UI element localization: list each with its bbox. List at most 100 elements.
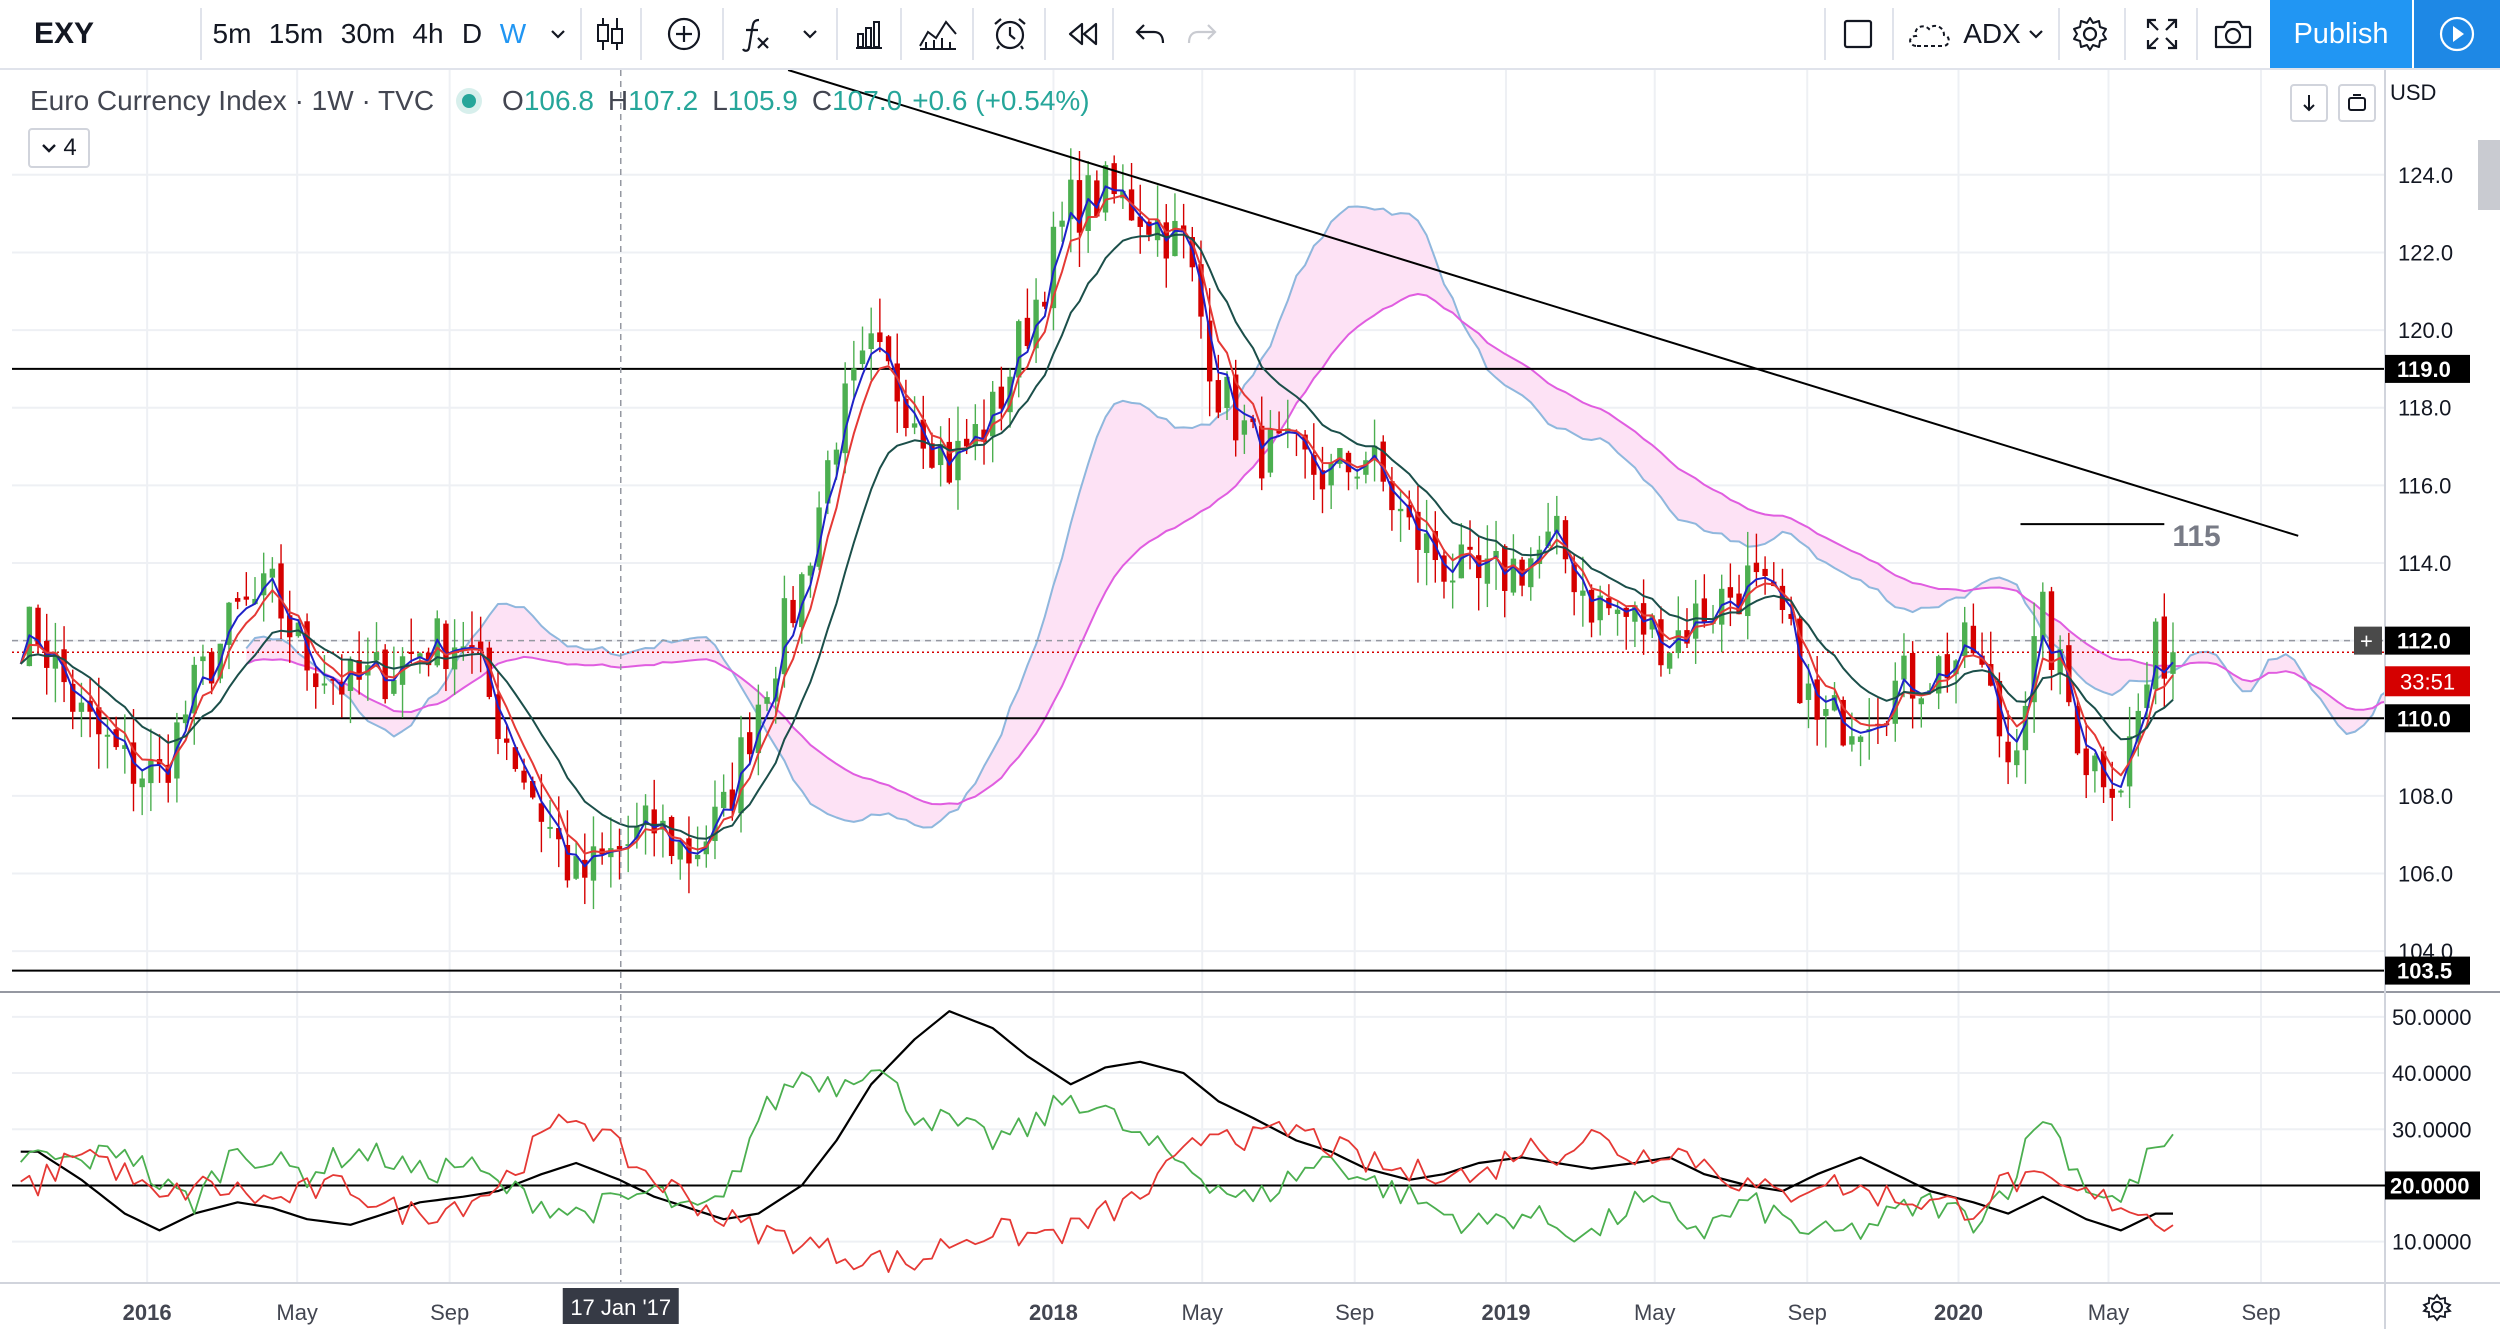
gear-icon[interactable] bbox=[2064, 0, 2116, 68]
candle-down bbox=[1441, 555, 1447, 582]
candle-up bbox=[1857, 736, 1864, 742]
undo-icon[interactable] bbox=[1128, 0, 1172, 68]
toolbar-divider bbox=[1824, 8, 1826, 60]
alarm-clock-icon[interactable] bbox=[986, 0, 1034, 68]
chevron-down-icon[interactable] bbox=[540, 0, 576, 68]
fullscreen-icon[interactable] bbox=[2136, 0, 2188, 68]
candle-down bbox=[1640, 603, 1647, 635]
candle-up bbox=[773, 678, 779, 702]
ichimoku-leading-span-a bbox=[245, 205, 2385, 829]
replay-icon[interactable] bbox=[1060, 0, 1104, 68]
candle-up bbox=[1675, 630, 1681, 654]
candle-down bbox=[2161, 616, 2168, 679]
publish-button[interactable]: Publish bbox=[2270, 0, 2412, 68]
interval-30m[interactable]: 30m bbox=[340, 18, 396, 49]
candle-up bbox=[347, 660, 354, 691]
adx-series-line bbox=[20, 1010, 2173, 1232]
candle-up bbox=[200, 656, 206, 662]
candle-up bbox=[990, 391, 996, 437]
candle-up bbox=[1033, 299, 1039, 349]
candle-down bbox=[1562, 520, 1569, 560]
compare-add-icon[interactable] bbox=[660, 0, 708, 68]
candle-down bbox=[998, 386, 1005, 409]
high-value: 107.2 bbox=[628, 85, 699, 116]
candle-down bbox=[963, 438, 970, 447]
interval-4h[interactable]: 4h bbox=[412, 18, 444, 49]
candle-up bbox=[1805, 683, 1812, 700]
candle-up bbox=[1510, 558, 1517, 593]
indicator-name-label[interactable]: ADX bbox=[1963, 18, 2021, 49]
crosshair-date-badge bbox=[562, 1288, 679, 1324]
price-axis-tick-label: 118.0 bbox=[2398, 396, 2451, 421]
time-axis-tick-label: Sep bbox=[1335, 1300, 1374, 1325]
candle-down bbox=[330, 678, 336, 681]
toolbar-divider bbox=[972, 8, 974, 60]
interval-5m[interactable]: 5m bbox=[212, 18, 252, 49]
candle-down bbox=[1024, 317, 1031, 347]
candle-down bbox=[564, 844, 571, 881]
price-chart[interactable]: 115104.0106.0108.0110.0112.0114.0116.011… bbox=[0, 70, 2500, 1329]
market-status-icon bbox=[462, 94, 477, 108]
candle-up bbox=[1059, 220, 1065, 227]
cloud-layout-icon[interactable] bbox=[1900, 0, 1958, 68]
legend-title[interactable]: Euro Currency Index · 1W · TVC bbox=[30, 85, 435, 116]
indicators-collapse-button[interactable]: 4 bbox=[28, 128, 90, 168]
symbol-search-button[interactable]: EXY bbox=[34, 17, 95, 50]
candle-down bbox=[1944, 654, 1951, 679]
candle-down bbox=[495, 694, 501, 740]
candle-up bbox=[260, 573, 267, 596]
candle-up bbox=[1484, 558, 1491, 584]
candle-down bbox=[1814, 679, 1820, 720]
candle-down bbox=[885, 336, 892, 362]
candle-up bbox=[1580, 590, 1586, 596]
candles-icon[interactable] bbox=[586, 0, 634, 68]
candle-up bbox=[642, 805, 649, 825]
candle-up bbox=[148, 760, 154, 784]
candle-up bbox=[859, 350, 866, 365]
candle-down bbox=[1970, 625, 1977, 654]
chevron-down-icon[interactable] bbox=[2020, 0, 2052, 68]
candle-down bbox=[443, 623, 449, 670]
indicators-icon[interactable] bbox=[736, 0, 776, 68]
trendline bbox=[787, 70, 2299, 537]
candle-up bbox=[1267, 428, 1274, 473]
price-axis-tick-label: 122.0 bbox=[2398, 240, 2453, 265]
candle-up bbox=[1085, 175, 1091, 231]
chevron-down-icon[interactable] bbox=[792, 0, 828, 68]
candle-down bbox=[382, 649, 388, 700]
time-axis-tick-label: 2019 bbox=[1481, 1300, 1530, 1325]
interval-w[interactable]: W bbox=[499, 18, 527, 49]
templates-icon[interactable] bbox=[914, 0, 962, 68]
camera-icon[interactable] bbox=[2208, 0, 2258, 68]
financials-icon[interactable] bbox=[846, 0, 890, 68]
toolbar-divider bbox=[722, 8, 724, 60]
arrow-down-icon[interactable] bbox=[2290, 84, 2328, 122]
candle-down bbox=[1094, 180, 1100, 217]
adx-reference-label: 20.0000 bbox=[2390, 1173, 2470, 1198]
rectangle-icon[interactable] bbox=[1834, 0, 1882, 68]
candle-up bbox=[52, 652, 59, 669]
time-axis-tick-label: Sep bbox=[1788, 1300, 1827, 1325]
candle-up bbox=[2040, 591, 2046, 642]
candle-up bbox=[868, 333, 874, 350]
ema-slow-line bbox=[20, 232, 2174, 840]
currency-label[interactable]: USD bbox=[2390, 80, 2437, 105]
candle-down bbox=[790, 599, 796, 624]
candle-up bbox=[295, 622, 302, 637]
candle-up bbox=[1337, 448, 1343, 464]
candle-up bbox=[634, 826, 640, 839]
maximize-pane-icon[interactable] bbox=[2338, 84, 2376, 122]
candle-down bbox=[2048, 591, 2055, 670]
candle-up bbox=[122, 745, 128, 749]
interval-d[interactable]: D bbox=[461, 18, 483, 49]
candle-up bbox=[816, 507, 822, 567]
interval-15m[interactable]: 15m bbox=[268, 18, 324, 49]
price-axis-tick-label: 124.0 bbox=[2398, 163, 2453, 188]
play-icon[interactable] bbox=[2414, 0, 2500, 68]
candle-down bbox=[582, 859, 588, 878]
candle-down bbox=[903, 398, 909, 429]
candle-up bbox=[955, 440, 961, 481]
candle-down bbox=[1979, 655, 1985, 665]
candle-up bbox=[937, 444, 944, 466]
redo-icon[interactable] bbox=[1180, 0, 1224, 68]
